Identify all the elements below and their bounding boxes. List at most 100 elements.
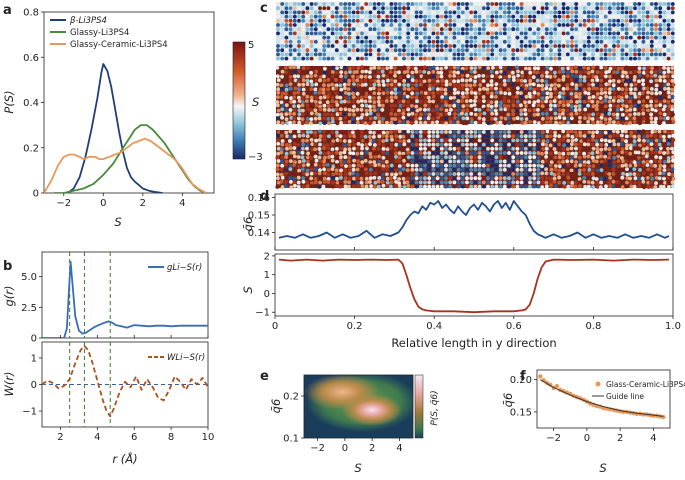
- panel-b-top-series-0: [42, 260, 208, 338]
- panel-b-chart: 0 2.5 5.0 2 4 6 8 10 −1 0 1 r (Å) g(r) W(r) gLi−S(…: [2, 251, 215, 466]
- panel-a-xtick-label-0: −2: [56, 198, 71, 209]
- colorbar-label: S: [252, 95, 259, 109]
- panel-b-xlabel: r (Å): [112, 451, 137, 466]
- legend-label-beta: β-Li3PS4: [69, 16, 107, 26]
- snapshot-strip-0: [276, 2, 675, 61]
- panel-b-bottom-xtick-label-1: 4: [94, 432, 100, 443]
- panel-d-bottom-xtick-label-1: 0.2: [347, 321, 363, 332]
- panel-e-ytick-label-0: 0.1: [283, 434, 299, 445]
- panel-d-bottom-xtick-label-5: 1.0: [665, 321, 681, 332]
- panel-label-b: b: [3, 259, 12, 274]
- panel-a-xtick-label-1: 0: [100, 198, 106, 209]
- panel-f-point-0: [538, 374, 543, 379]
- snapshot-strip-2: [275, 129, 676, 190]
- panel-d-bottom-series-0: [278, 258, 670, 314]
- panel-b-bottom-xtick-label-0: 2: [57, 432, 63, 443]
- panel-a-ytick-label-3: 0.6: [23, 53, 39, 64]
- panel-a-ytick-label-2: 0.4: [23, 98, 39, 109]
- panel-b-top-ylabel: g(r): [2, 285, 16, 306]
- panel-b-bottom-series-0: [42, 345, 208, 418]
- panel-f-guide-line: [540, 379, 664, 417]
- snapshot-strip-1: [275, 65, 676, 126]
- panel-d-top-ytick-label-0: 0.14: [248, 228, 270, 239]
- panel-d-bottom-frame: [274, 253, 674, 317]
- panel-d-bottom-xtick-label-4: 0.8: [585, 321, 601, 332]
- panel-a-chart: −2 0 2 4 0 0.2 0.4 0.6 0.8 S P(S) β-Li3PS4 Glass…: [2, 8, 215, 229]
- panel-e-xtick-label-3: 4: [396, 443, 402, 454]
- colorbar-max-label: 5: [248, 40, 254, 51]
- panel-label-e: e: [260, 369, 269, 384]
- colorbar-min-label: −3: [248, 152, 263, 163]
- panel-d-bottom-xtick-label-0: 0: [272, 321, 278, 332]
- panel-e-ylabel: q̄6: [269, 399, 283, 414]
- panel-f-xtick-label-0: −2: [546, 433, 561, 444]
- panel-b-top-frame: [41, 251, 209, 339]
- panel-e-ytick-label-1: 0.2: [283, 392, 299, 403]
- panel-f-xlabel: S: [599, 461, 606, 475]
- panel-f-ylabel: q̄6: [501, 393, 515, 408]
- panel-d-xlabel: Relative length in y direction: [391, 336, 556, 350]
- panel-f-xtick-label-3: 4: [650, 433, 656, 444]
- legend-label-g: gLi−S(r): [167, 263, 202, 273]
- panel-d-bottom-ytick-label-0: −1: [255, 308, 270, 319]
- panel-c-snapshots: 5 −3 S: [232, 2, 676, 190]
- panel-a-xtick-label-2: 2: [140, 198, 146, 209]
- panel-c-colorbar: [232, 41, 246, 160]
- panel-f-point-5: [554, 383, 560, 389]
- panel-label-c: c: [260, 1, 268, 16]
- panel-a-ytick-label-1: 0.2: [23, 143, 39, 154]
- panel-d-bottom-xtick-label-3: 0.6: [506, 321, 522, 332]
- panel-b-bottom-xtick-label-3: 8: [168, 432, 174, 443]
- legend-label-glassy: Glassy-Li3PS4: [70, 28, 129, 38]
- panel-e-xlabel: S: [354, 461, 361, 475]
- panel-e-colorbar: [414, 374, 424, 439]
- panel-f-ytick-label-0: 0.15: [510, 407, 532, 418]
- panel-d-bottom-ylabel: S: [241, 286, 255, 293]
- panel-b-top-ytick-label-1: 2.5: [21, 303, 37, 314]
- panel-a-xlabel: S: [114, 215, 121, 229]
- panel-e-xtick-label-0: −2: [310, 443, 325, 454]
- panel-d-top-ylabel: q̄6: [241, 217, 255, 232]
- panel-d-bottom-ytick-label-2: 1: [264, 270, 270, 281]
- panel-label-d: d: [260, 189, 269, 204]
- panel-a-series-0: [67, 63, 163, 193]
- heatmap-primary-peak: [342, 394, 402, 426]
- panel-a-legend: β-Li3PS4 Glassy-Li3PS4 Glassy-Ceramic-Li…: [50, 16, 168, 50]
- panel-b-top-ytick-label-2: 5.0: [21, 272, 37, 283]
- panel-f-ytick-label-1: 0.20: [510, 375, 532, 386]
- legend-label-w: WLi−S(r): [167, 353, 205, 363]
- panel-label-a: a: [3, 3, 12, 18]
- panel-a-ytick-label-4: 0.8: [23, 8, 39, 19]
- panel-f-xtick-label-2: 2: [617, 433, 623, 444]
- panel-b-bottom-ytick-label-0: −1: [22, 407, 37, 418]
- panel-b-bottom-xtick-label-2: 6: [131, 432, 137, 443]
- panel-e-xtick-label-1: 0: [342, 443, 348, 454]
- panel-label-f: f: [520, 369, 526, 384]
- panel-e-heatmap: P(S, q̄6) −2 0 2 4 0.1 0.2 S q̄6: [269, 374, 440, 475]
- panel-d-bottom-xtick-label-2: 0.4: [426, 321, 442, 332]
- panel-b-bottom-xtick-label-4: 10: [202, 432, 215, 443]
- panel-a-series-2: [44, 137, 207, 193]
- panel-e-frame: [303, 374, 414, 439]
- panel-d-bottom-ytick-label-1: 0: [264, 289, 270, 300]
- panel-b-bottom-ytick-label-2: 1: [31, 353, 37, 364]
- panel-d-top-series-0: [278, 200, 670, 239]
- panel-a-ytick-label-0: 0: [33, 189, 39, 200]
- panel-f-chart: −2 0 2 4 0.15 0.20 S q̄6 Glass-Ceramic-Li3PS4…: [501, 369, 685, 475]
- panel-a-ylabel: P(S): [2, 90, 16, 113]
- panel-b-bottom-ylabel: W(r): [2, 371, 16, 396]
- legend-label-glass-ceramic: Glass-Ceramic-Li3PS4: [606, 380, 685, 389]
- panel-d-top-ytick-label-1: 0.15: [248, 211, 270, 222]
- panel-f-frame: [536, 369, 671, 429]
- panel-f-point-37: [661, 414, 666, 420]
- legend-label-guide: Guide line: [606, 392, 644, 401]
- panel-d-top-ytick-label-2: 0.16: [248, 193, 270, 204]
- panel-a-xtick-label-3: 4: [179, 198, 185, 209]
- panel-f-xtick-label-1: 0: [584, 433, 590, 444]
- legend-swatch-glass-ceramic: [595, 381, 601, 387]
- panel-b-bottom-ytick-label-1: 0: [31, 380, 37, 391]
- legend-label-glassy-ceramic: Glassy-Ceramic-Li3PS4: [70, 40, 168, 50]
- panel-e-xtick-label-2: 2: [369, 443, 375, 454]
